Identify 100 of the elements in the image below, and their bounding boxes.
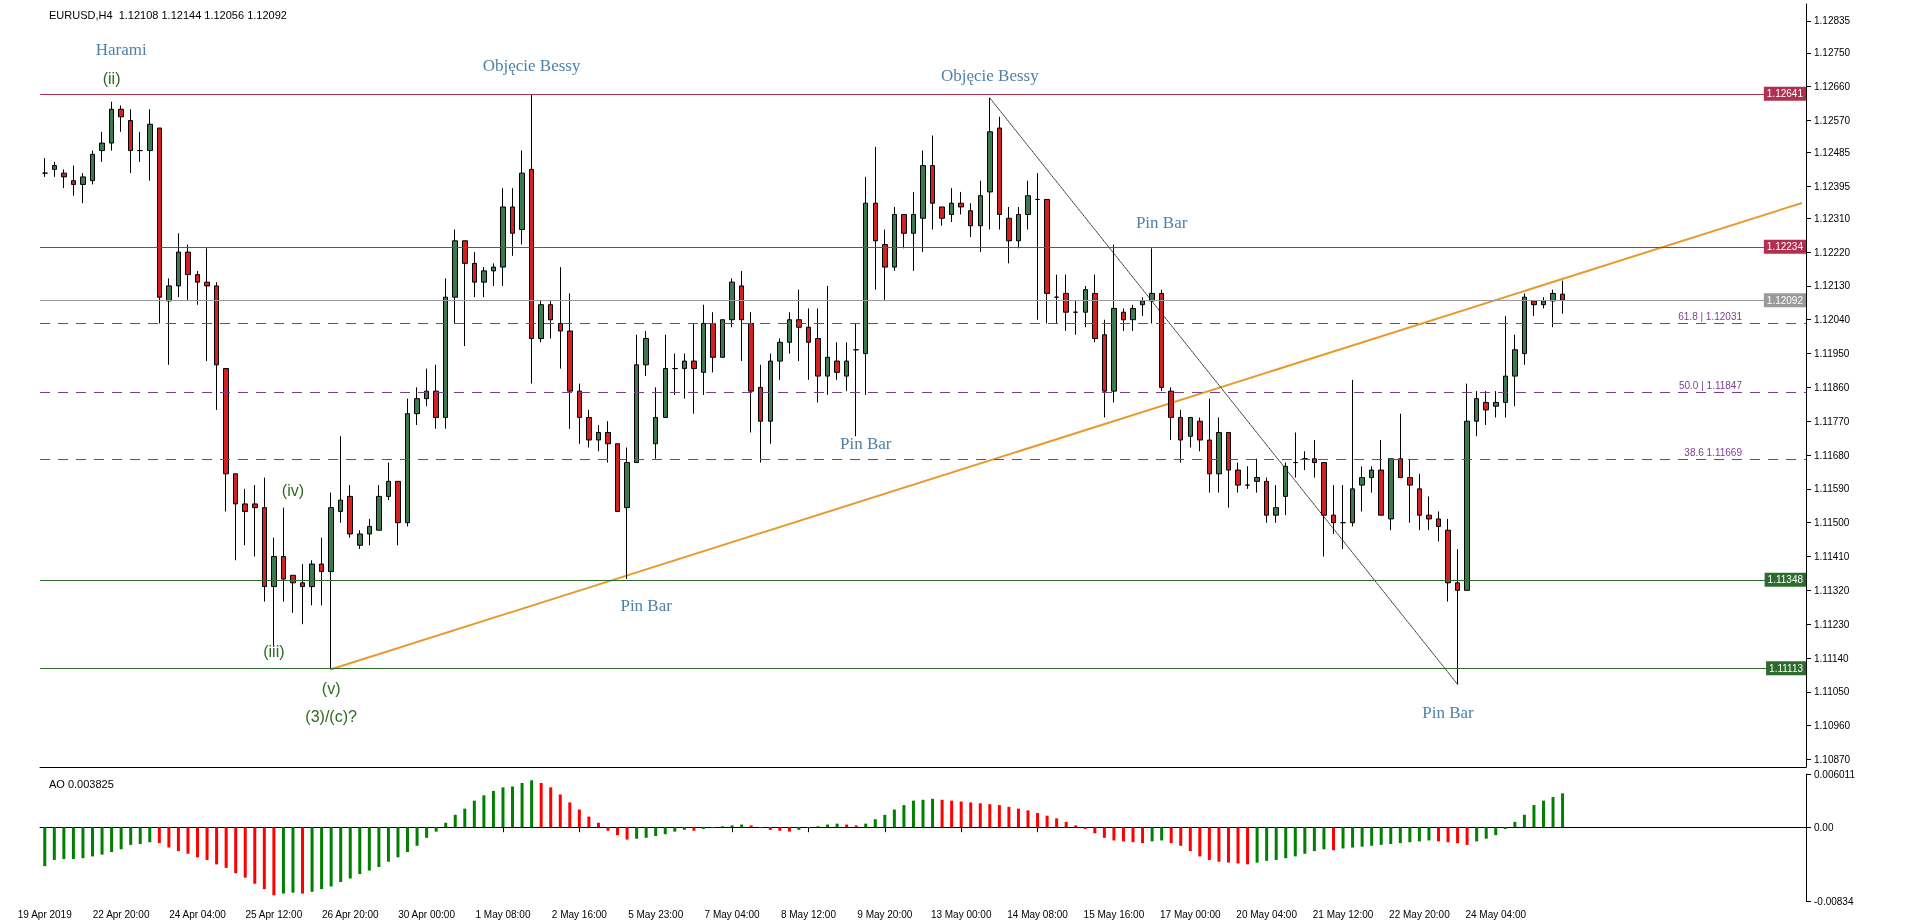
candlestick bbox=[395, 480, 401, 546]
x-tick-label: 13 May 00:00 bbox=[930, 908, 992, 920]
bar bbox=[472, 800, 476, 828]
candlestick bbox=[1531, 300, 1537, 317]
candlestick bbox=[367, 518, 372, 546]
candlestick bbox=[815, 307, 821, 403]
bar bbox=[224, 827, 228, 868]
candlestick bbox=[424, 368, 429, 407]
candlestick bbox=[176, 232, 181, 298]
bar bbox=[997, 805, 1001, 828]
x-tick-label: 20 May 04:00 bbox=[1236, 908, 1298, 920]
candlestick bbox=[519, 150, 525, 246]
candlestick bbox=[806, 307, 811, 381]
y-tick-label: 0.00 bbox=[1814, 821, 1834, 833]
candlestick bbox=[958, 191, 964, 215]
candlestick bbox=[1149, 247, 1155, 324]
candlestick bbox=[1273, 484, 1279, 524]
bar bbox=[1417, 827, 1421, 842]
annotation: (iii) bbox=[263, 642, 285, 660]
candlestick bbox=[1035, 172, 1040, 321]
bar bbox=[415, 827, 419, 846]
x-tick-label: 24 Apr 04:00 bbox=[169, 908, 227, 920]
bar bbox=[1370, 827, 1374, 846]
bar bbox=[921, 799, 925, 828]
candlestick bbox=[1388, 458, 1394, 531]
candlestick bbox=[873, 146, 878, 291]
bar bbox=[778, 827, 782, 831]
bar bbox=[1160, 827, 1164, 841]
candlestick bbox=[61, 168, 67, 189]
bar bbox=[91, 827, 94, 857]
candlestick bbox=[672, 353, 678, 396]
candlestick bbox=[920, 150, 926, 253]
y-tick-label: 1.10870 bbox=[1814, 753, 1851, 765]
candlestick bbox=[1302, 450, 1308, 471]
candlestick bbox=[729, 277, 735, 328]
bar bbox=[157, 827, 161, 844]
candlestick bbox=[1092, 274, 1098, 343]
ref-line-label: 50.0 | 1.11847 bbox=[1678, 379, 1743, 391]
bar bbox=[768, 827, 772, 830]
candlestick bbox=[978, 180, 983, 253]
bar bbox=[1456, 827, 1460, 844]
bar bbox=[339, 827, 343, 883]
y-tick-label: 1.12040 bbox=[1814, 314, 1851, 326]
candlestick bbox=[1445, 518, 1451, 603]
candlestick bbox=[357, 529, 363, 550]
candlestick bbox=[347, 484, 353, 539]
bar bbox=[1131, 827, 1135, 843]
candlestick bbox=[643, 330, 649, 377]
bar bbox=[940, 799, 944, 828]
bar bbox=[406, 827, 410, 852]
bar bbox=[1169, 827, 1173, 844]
bar bbox=[950, 800, 954, 828]
candlestick bbox=[701, 304, 706, 396]
candlestick bbox=[1503, 315, 1508, 418]
candlestick bbox=[1293, 431, 1298, 479]
candlestick bbox=[309, 559, 315, 606]
bar bbox=[377, 827, 381, 868]
x-tick-label: 7 May 04:00 bbox=[704, 908, 761, 920]
bar bbox=[1360, 827, 1364, 847]
candlestick bbox=[1245, 465, 1250, 490]
candlestick bbox=[548, 300, 553, 340]
bar bbox=[625, 827, 629, 840]
x-tick-label: 1 May 08:00 bbox=[475, 908, 531, 920]
bar bbox=[682, 827, 686, 830]
bar bbox=[52, 827, 56, 860]
bar bbox=[558, 794, 562, 828]
bar bbox=[1207, 827, 1211, 860]
bar bbox=[310, 827, 314, 892]
candlestick bbox=[1398, 413, 1403, 479]
candlestick bbox=[128, 108, 133, 174]
bar bbox=[167, 827, 171, 848]
bar bbox=[425, 827, 429, 838]
bar bbox=[969, 802, 973, 828]
candlestick bbox=[1159, 289, 1164, 392]
bar bbox=[491, 790, 495, 828]
bar bbox=[1045, 815, 1049, 828]
candlestick bbox=[758, 364, 763, 464]
candlestick bbox=[691, 322, 697, 415]
y-tick-label: 1.11680 bbox=[1814, 449, 1850, 461]
annotation: Pin Bar bbox=[620, 595, 673, 615]
bar bbox=[635, 827, 639, 839]
candlestick bbox=[1350, 379, 1355, 527]
bar bbox=[1150, 827, 1154, 842]
y-tick-label: 1.12660 bbox=[1814, 81, 1851, 93]
candlestick bbox=[137, 131, 143, 163]
candlestick bbox=[1436, 510, 1441, 542]
candlestick bbox=[720, 319, 725, 358]
candlestick bbox=[1063, 274, 1069, 332]
annotation: Pin Bar bbox=[1135, 212, 1188, 232]
candlestick bbox=[1512, 334, 1518, 407]
bar bbox=[1303, 827, 1307, 854]
candlestick bbox=[834, 341, 840, 381]
x-tick-label: 22 Apr 20:00 bbox=[92, 908, 150, 920]
bar bbox=[596, 822, 600, 828]
candlestick bbox=[844, 341, 849, 392]
x-tick-label: 17 May 00:00 bbox=[1159, 908, 1222, 920]
bar bbox=[1226, 827, 1230, 863]
candlestick bbox=[1541, 296, 1546, 309]
candlestick bbox=[777, 338, 783, 381]
x-tick-label: 30 Apr 00:00 bbox=[398, 908, 456, 920]
